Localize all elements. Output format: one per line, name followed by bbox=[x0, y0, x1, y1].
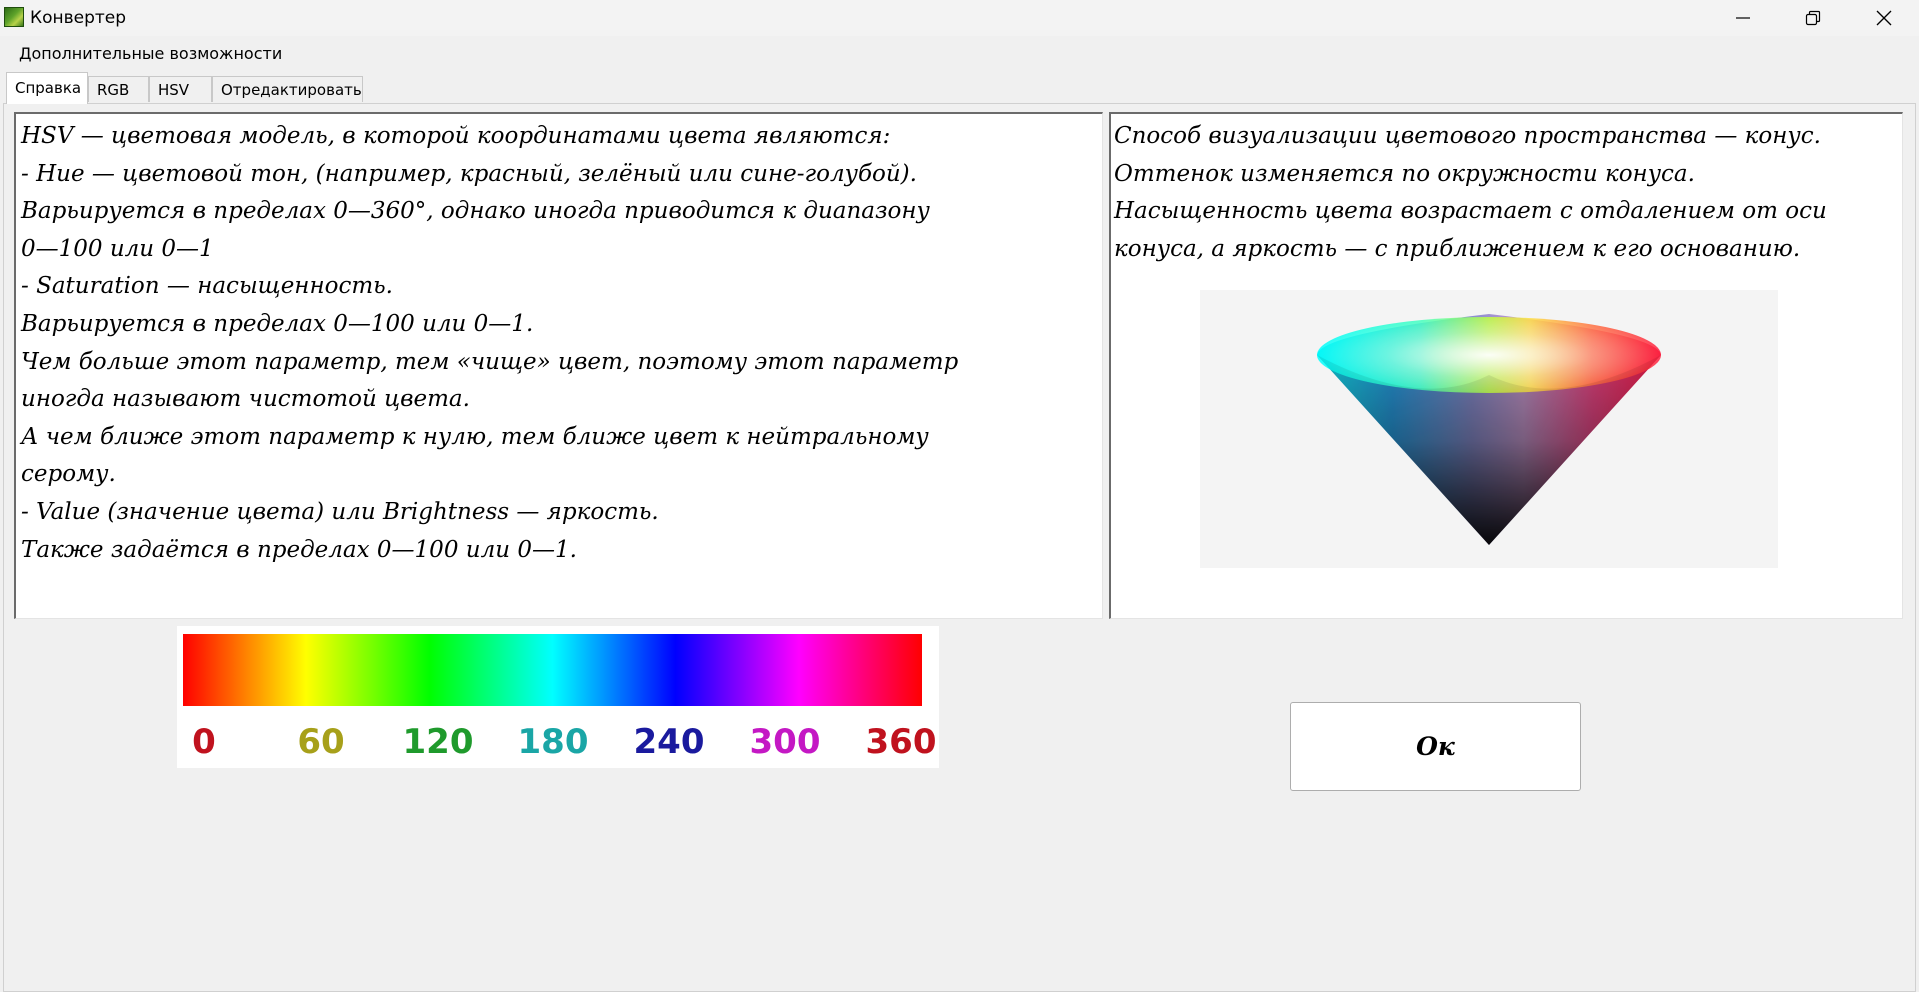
restore-button[interactable] bbox=[1778, 0, 1848, 36]
text-line: Чем больше этот параметр, тем «чище» цве… bbox=[21, 348, 959, 375]
text-line: Также задаётся в пределах 0—100 или 0—1. bbox=[21, 536, 577, 563]
text-line: Насыщенность цвета возрастает с отдалени… bbox=[1114, 198, 1827, 225]
hue-label-180: 180 bbox=[517, 722, 589, 762]
text-line: А чем ближе этот параметр к нулю, тем бл… bbox=[21, 423, 929, 450]
hue-label-360: 360 bbox=[865, 722, 937, 762]
tab-edit[interactable]: Отредактировать bbox=[212, 76, 363, 102]
restore-icon bbox=[1805, 10, 1821, 26]
menu-bar: Дополнительные возможности bbox=[0, 36, 1919, 68]
text-line: HSV — цветовая модель, в которой координ… bbox=[21, 123, 891, 149]
text-line: иногда называют чистотой цвета. bbox=[21, 386, 470, 413]
text-line: 0—100 или 0—1 bbox=[21, 235, 214, 262]
text-line: - Value (значение цвета) или Brightness … bbox=[21, 498, 659, 525]
text-line: конуса, а яркость — с приближением к его… bbox=[1114, 235, 1801, 262]
close-icon bbox=[1876, 10, 1892, 26]
text-line: - Hue — цветовой тон, (например, красный… bbox=[21, 160, 917, 187]
text-line: Варьируется в пределах 0—100 или 0—1. bbox=[21, 310, 534, 337]
window-title: Конвертер bbox=[30, 8, 127, 28]
text-line: Оттенок изменяется по окружности конуса. bbox=[1114, 160, 1695, 187]
minimize-icon bbox=[1736, 17, 1750, 19]
title-bar: Конвертер bbox=[0, 0, 1919, 36]
tab-strip: Справка RGB HSV Отредактировать bbox=[0, 72, 1919, 104]
tab-help[interactable]: Справка bbox=[6, 72, 88, 104]
text-line: - Saturation — насыщенность. bbox=[21, 273, 393, 300]
hsv-cone-image bbox=[1200, 290, 1778, 568]
ok-button[interactable]: Ок bbox=[1290, 702, 1581, 791]
hue-label-240: 240 bbox=[633, 722, 705, 762]
hue-scale-image: 0 60 120 180 240 300 360 bbox=[177, 626, 939, 768]
text-line: Варьируется в пределах 0—360°, однако ин… bbox=[21, 198, 930, 225]
hue-gradient-bar bbox=[183, 634, 922, 706]
hue-label-120: 120 bbox=[402, 722, 474, 762]
hue-label-0: 0 bbox=[192, 722, 216, 762]
menu-item-extra-features[interactable]: Дополнительные возможности bbox=[19, 44, 283, 63]
text-line: серому. bbox=[21, 461, 116, 488]
tab-hsv[interactable]: HSV bbox=[149, 76, 212, 102]
hue-label-300: 300 bbox=[749, 722, 821, 762]
hue-label-60: 60 bbox=[297, 722, 345, 762]
tab-rgb[interactable]: RGB bbox=[88, 76, 149, 102]
minimize-button[interactable] bbox=[1708, 0, 1778, 36]
app-icon bbox=[4, 7, 24, 27]
close-button[interactable] bbox=[1849, 0, 1919, 36]
hsv-description-textbox[interactable]: HSV — цветовая модель, в которой координ… bbox=[14, 112, 1103, 619]
text-line: Способ визуализации цветового пространст… bbox=[1114, 123, 1821, 149]
